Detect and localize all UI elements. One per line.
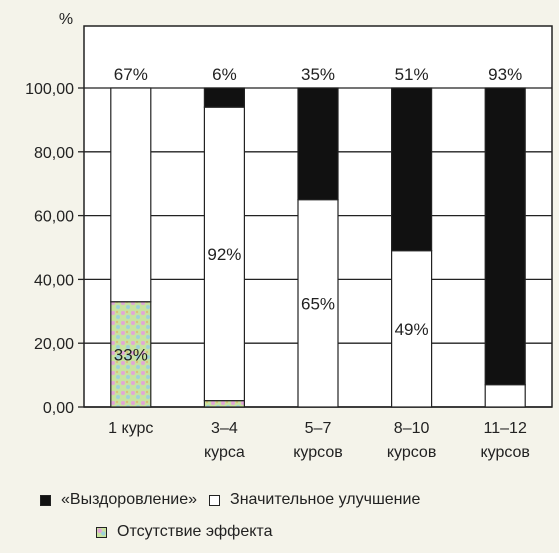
series-no-effect-value-label: 33%: [114, 345, 148, 364]
series-recovery-bar-5: [484, 87, 526, 386]
y-tick-label: 100,00: [25, 81, 74, 98]
y-tick-label: 60,00: [34, 209, 74, 226]
top-value-label: 35%: [301, 65, 335, 84]
legend-item-improvement: Значительное улучшение: [209, 491, 420, 509]
top-value-label: 6%: [212, 65, 237, 84]
y-unit-label: %: [59, 11, 73, 28]
legend-item-recovery: «Выздоровление»: [40, 491, 197, 509]
top-value-label: 67%: [114, 65, 148, 84]
y-tick-label: 20,00: [34, 336, 74, 353]
legend-label-improvement: Значительное улучшение: [230, 491, 421, 508]
series-improvement-value-label: 49%: [395, 320, 429, 339]
legend-item-no-effect: Отсутствие эффекта: [96, 523, 272, 541]
series-recovery-bar-4: [391, 87, 433, 252]
legend-swatch-no-effect: [96, 526, 107, 538]
series-recovery-bar-3: [297, 87, 339, 201]
legend-row-1: «Выздоровление» Значительное улучшение: [40, 488, 555, 512]
legend-label-no-effect: Отсутствие эффекта: [117, 523, 273, 540]
series-improvement-value-label: 65%: [301, 294, 335, 313]
series-no-effect-bar-2: [203, 400, 245, 408]
series-improvement-value-label: 92%: [207, 245, 241, 264]
y-tick-label: 40,00: [34, 272, 74, 289]
series-improvement-bar-1: [110, 87, 152, 303]
top-value-label: 93%: [488, 65, 522, 84]
top-value-label: 51%: [395, 65, 429, 84]
x-category-label: курсов: [387, 444, 436, 461]
series-improvement-bar-4: [391, 250, 433, 408]
x-category-label: курсов: [293, 444, 342, 461]
x-category-label: 5–7: [305, 420, 332, 437]
y-tick-label: 0,00: [43, 400, 74, 417]
x-category-label: курса: [204, 444, 245, 461]
legend-swatch-recovery: [40, 494, 51, 506]
x-category-label: курсов: [480, 444, 529, 461]
y-tick-label: 80,00: [34, 145, 74, 162]
legend: «Выздоровление» Значительное улучшение О…: [40, 488, 555, 552]
x-category-label: 8–10: [394, 420, 430, 437]
series-recovery-bar-2: [203, 87, 245, 108]
legend-label-recovery: «Выздоровление»: [61, 491, 198, 508]
legend-row-2: Отсутствие эффекта: [40, 520, 555, 544]
legend-swatch-improvement: [209, 494, 221, 506]
x-category-label: 11–12: [484, 420, 527, 437]
x-category-label: 3–4: [211, 420, 238, 437]
series-improvement-bar-5: [484, 384, 526, 408]
x-category-label: 1 курс: [108, 420, 153, 437]
